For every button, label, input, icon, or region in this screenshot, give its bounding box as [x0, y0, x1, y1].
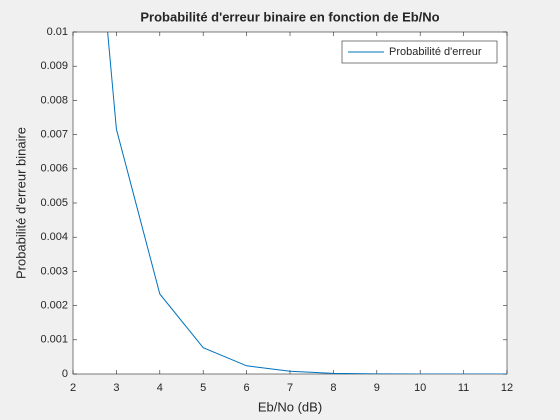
data-line — [107, 32, 507, 374]
y-axis-label: Probabilité d'erreur binaire — [13, 127, 28, 279]
x-tick-label: 12 — [501, 382, 513, 394]
x-tick-label: 3 — [113, 382, 119, 394]
x-tick-label: 7 — [287, 382, 293, 394]
x-tick-label: 6 — [244, 382, 250, 394]
y-tick-label: 0.006 — [40, 163, 68, 175]
x-tick-label: 4 — [157, 382, 163, 394]
plot-layer — [107, 32, 507, 374]
y-tick-label: 0.001 — [40, 334, 68, 346]
chart-title: Probabilité d'erreur binaire en fonction… — [140, 9, 439, 24]
y-tick-label: 0 — [62, 368, 68, 380]
y-tick-label: 0.003 — [40, 265, 68, 277]
x-tick-label: 5 — [200, 382, 206, 394]
plot-area — [72, 31, 508, 375]
y-tick-label: 0.007 — [40, 129, 68, 141]
x-tick-label: 2 — [70, 382, 76, 394]
x-axis-label: Eb/No (dB) — [258, 399, 322, 414]
legend-label: Probabilité d'erreur — [389, 46, 482, 58]
x-tick-label: 9 — [374, 382, 380, 394]
y-tick-label: 0.008 — [40, 94, 68, 106]
y-tick-label: 0.004 — [40, 231, 68, 243]
y-tick-label: 0.002 — [40, 300, 68, 312]
y-tick-label: 0.01 — [47, 26, 68, 38]
x-tick-label: 8 — [330, 382, 336, 394]
legend-box — [341, 40, 498, 64]
y-tick-label: 0.009 — [40, 60, 68, 72]
x-tick-label: 11 — [458, 382, 469, 394]
x-tick-label: 10 — [414, 382, 426, 394]
y-tick-label: 0.005 — [40, 197, 68, 209]
